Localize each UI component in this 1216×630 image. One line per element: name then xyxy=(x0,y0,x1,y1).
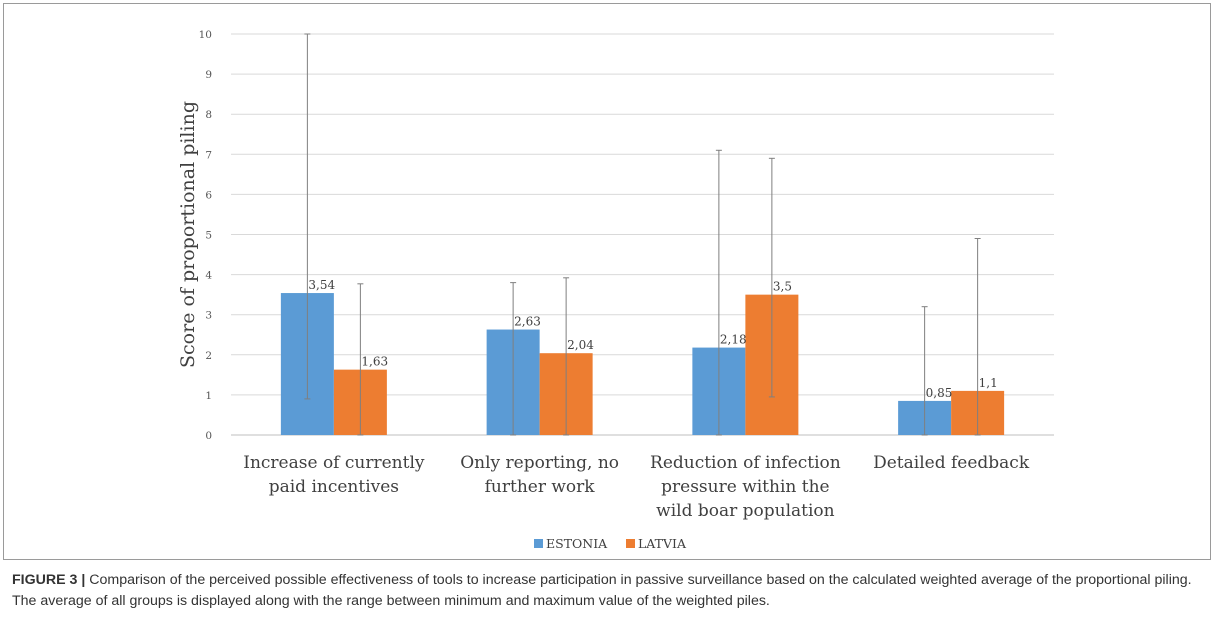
range-lines xyxy=(304,33,981,436)
legend-label-estonia: ESTONIA xyxy=(546,536,608,551)
data-label: 1,63 xyxy=(361,355,388,369)
y-tick-label: 5 xyxy=(205,230,212,242)
x-axis-categories: Increase of currently paid incentives Only… xyxy=(243,453,1030,521)
data-labels: 3,54 2,63 2,18 0,85 1,63 2,04 3,5 1,1 xyxy=(308,278,997,400)
x-category-line: Only reporting, no xyxy=(460,453,619,473)
data-label: 3,54 xyxy=(308,278,335,292)
chart-frame: 0 1 2 3 4 5 6 7 8 9 10 Score of proportional pilin… xyxy=(3,3,1211,560)
data-label: 2,18 xyxy=(720,333,747,347)
x-category-label: Reduction of infection pressure within th… xyxy=(650,453,841,521)
data-label: 3,5 xyxy=(773,280,792,294)
y-tick-label: 7 xyxy=(205,149,212,161)
figure-caption: FIGURE 3 | Comparison of the perceived p… xyxy=(12,570,1206,612)
legend-swatch-estonia xyxy=(534,539,543,548)
y-tick-label: 2 xyxy=(205,350,212,362)
y-axis-ticks: 0 1 2 3 4 5 6 7 8 9 10 xyxy=(199,29,213,442)
y-tick-label: 4 xyxy=(205,270,212,282)
x-category-line: wild boar population xyxy=(656,501,835,521)
caption-text: Comparison of the perceived possible eff… xyxy=(12,572,1192,609)
data-label: 2,63 xyxy=(514,315,541,329)
y-tick-label: 9 xyxy=(205,69,212,81)
legend-label-latvia: LATVIA xyxy=(638,536,687,551)
y-tick-label: 10 xyxy=(199,29,212,41)
bar-chart: 0 1 2 3 4 5 6 7 8 9 10 Score of proportional pilin… xyxy=(177,29,1054,551)
data-label: 2,04 xyxy=(567,338,594,352)
x-category-line: Detailed feedback xyxy=(873,453,1030,473)
y-axis-label: Score of proportional piling xyxy=(177,101,199,368)
x-category-label: Increase of currently paid incentives xyxy=(243,453,425,497)
y-tick-label: 8 xyxy=(205,109,212,121)
y-tick-label: 1 xyxy=(205,390,212,402)
x-category-line: paid incentives xyxy=(269,477,399,497)
x-category-line: pressure within the xyxy=(661,477,829,497)
x-category-line: Reduction of infection xyxy=(650,453,841,473)
data-label: 1,1 xyxy=(979,376,998,390)
legend: ESTONIA LATVIA xyxy=(534,536,687,551)
legend-swatch-latvia xyxy=(626,539,635,548)
x-category-line: Increase of currently xyxy=(243,453,425,473)
figure-label: FIGURE 3 | xyxy=(12,572,86,588)
x-category-label: Detailed feedback xyxy=(873,453,1030,473)
y-tick-label: 6 xyxy=(205,189,212,201)
y-tick-label: 0 xyxy=(205,430,212,442)
x-category-label: Only reporting, no further work xyxy=(460,453,619,497)
y-tick-label: 3 xyxy=(205,310,212,322)
x-category-line: further work xyxy=(485,477,596,497)
data-label: 0,85 xyxy=(926,386,953,400)
